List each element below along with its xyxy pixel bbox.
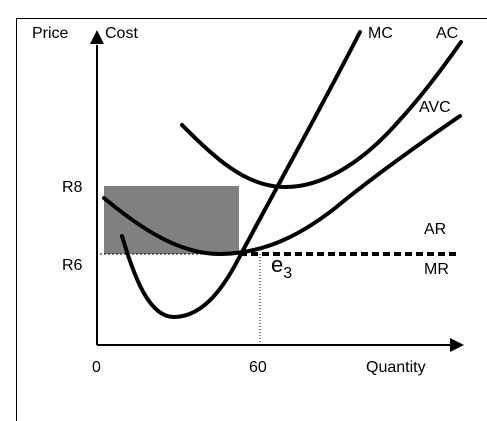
equilibrium-point-label-base: e (271, 252, 284, 277)
quantity-axis-label: Quantity (366, 359, 426, 376)
diagram-frame (16, 18, 487, 421)
avc-curve (102, 114, 462, 257)
mc-curve (120, 30, 362, 320)
origin-label: 0 (92, 359, 101, 376)
ar-label: AR (424, 221, 447, 238)
x-tick-60-label: 60 (249, 359, 267, 376)
mc-label: MC (368, 25, 393, 42)
y-axis-arrowhead (90, 30, 104, 44)
avc-label: AVC (419, 99, 451, 116)
cost-axis-label: Cost (105, 25, 138, 42)
price-axis-label: Price (32, 25, 69, 42)
r6-tick-label: R6 (62, 257, 83, 274)
x-axis-arrowhead (450, 338, 464, 352)
equilibrium-point-label: e3 (271, 252, 292, 282)
ac-curve (180, 40, 463, 190)
r8-tick-label: R8 (62, 179, 83, 196)
ac-label: AC (436, 25, 459, 42)
equilibrium-point-label-sub: 3 (283, 265, 293, 282)
mr-label: MR (424, 261, 449, 278)
